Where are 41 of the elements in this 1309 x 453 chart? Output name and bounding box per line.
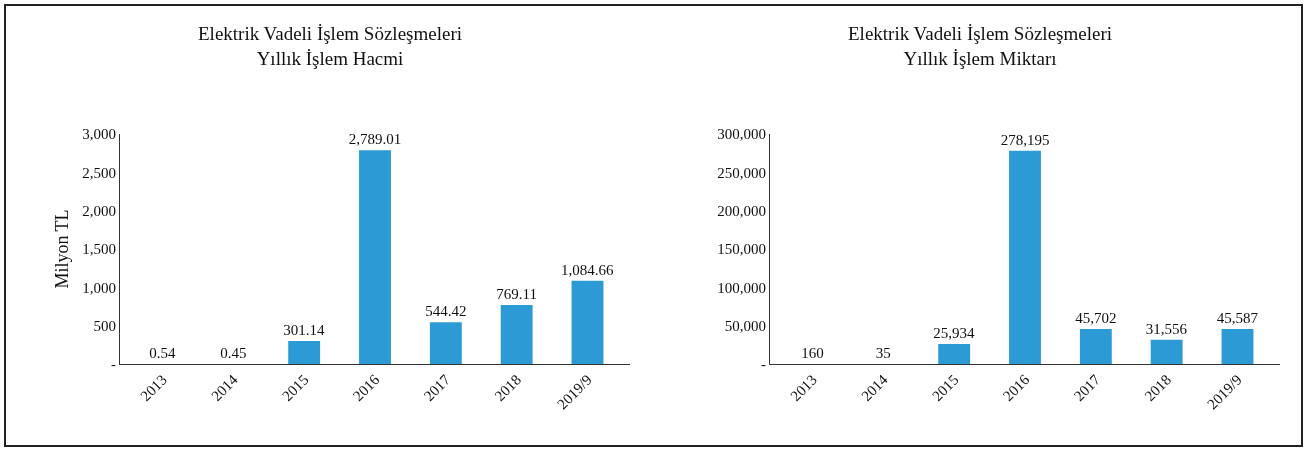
y-tick-label: 100,000 — [717, 279, 766, 296]
data-label: 301.14 — [283, 321, 326, 338]
bar — [938, 344, 971, 364]
bar — [1150, 339, 1183, 364]
y-tick-label: 2,500 — [82, 164, 116, 181]
data-label: 25,934 — [933, 325, 976, 342]
data-label: 160 — [801, 344, 824, 361]
y-tick-label: 150,000 — [717, 241, 766, 258]
y-tick-label: 1,000 — [82, 279, 116, 296]
bar — [1009, 150, 1041, 364]
bar — [500, 305, 533, 364]
data-label: 35 — [875, 344, 891, 361]
y-tick-label: 200,000 — [717, 202, 766, 219]
y-axis-title: Milyon TL — [52, 209, 73, 289]
data-label: 544.42 — [425, 303, 467, 320]
data-label: 2,789.01 — [348, 131, 402, 148]
y-tick-label: 500 — [93, 317, 116, 334]
y-tick-label: 50,000 — [724, 317, 766, 334]
bar — [359, 150, 391, 364]
data-label: 278,195 — [1000, 131, 1050, 148]
bar — [1079, 328, 1112, 364]
chart-title: Elektrik Vadeli İşlem Sözleşmeleri Yıllık İşlem Miktarı — [848, 22, 1112, 69]
data-label: 1,084.66 — [561, 261, 614, 278]
data-label: 45,587 — [1216, 310, 1259, 327]
y-tick-label: 250,000 — [717, 164, 766, 181]
y-tick-label: 300,000 — [717, 126, 766, 143]
y-tick-label: 1,500 — [82, 241, 116, 258]
data-label: 0.54 — [149, 344, 176, 361]
chart-title: Elektrik Vadeli İşlem Sözleşmeleri Yıllık İşlem Hacmi — [198, 22, 462, 69]
y-tick-label: - — [111, 356, 116, 373]
y-tick-label: 2,000 — [82, 202, 116, 219]
bar — [288, 340, 321, 364]
data-label: 769.11 — [496, 286, 538, 303]
data-label: 31,556 — [1145, 320, 1188, 337]
data-label: 45,702 — [1075, 309, 1117, 326]
bar — [1221, 329, 1254, 364]
y-tick-label: - — [761, 356, 766, 373]
y-tick-label: 3,000 — [82, 126, 116, 143]
bar — [571, 280, 604, 364]
data-label: 0.45 — [220, 344, 247, 361]
bar — [429, 322, 462, 364]
